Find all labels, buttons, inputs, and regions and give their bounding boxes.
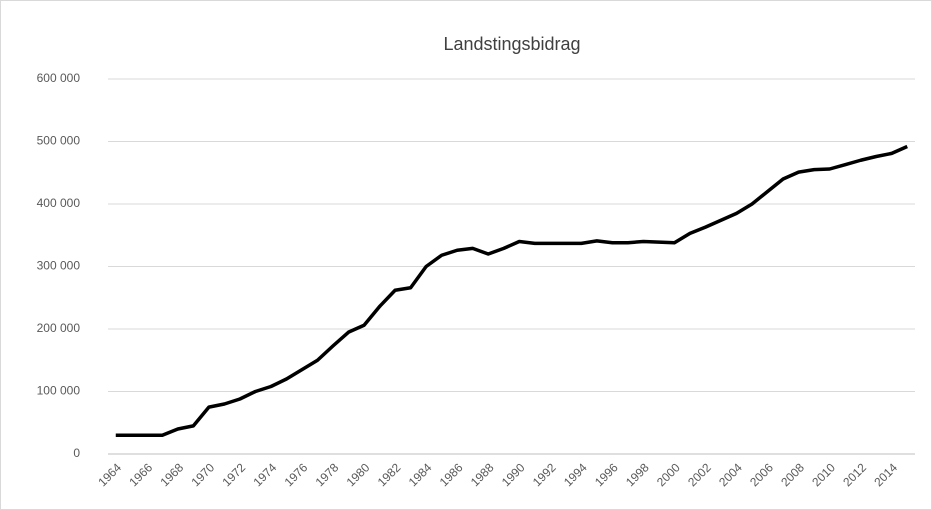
chart-title: Landstingsbidrag [443, 34, 580, 54]
y-tick-label: 300 000 [37, 259, 81, 273]
y-tick-label: 100 000 [37, 384, 81, 398]
y-tick-label: 400 000 [37, 196, 81, 210]
line [115, 144, 908, 437]
y-tick-label: 0 [73, 446, 80, 460]
y-tick-label: 500 000 [37, 134, 81, 148]
y-tick-label: 600 000 [37, 71, 81, 85]
y-tick-label: 200 000 [37, 321, 81, 335]
